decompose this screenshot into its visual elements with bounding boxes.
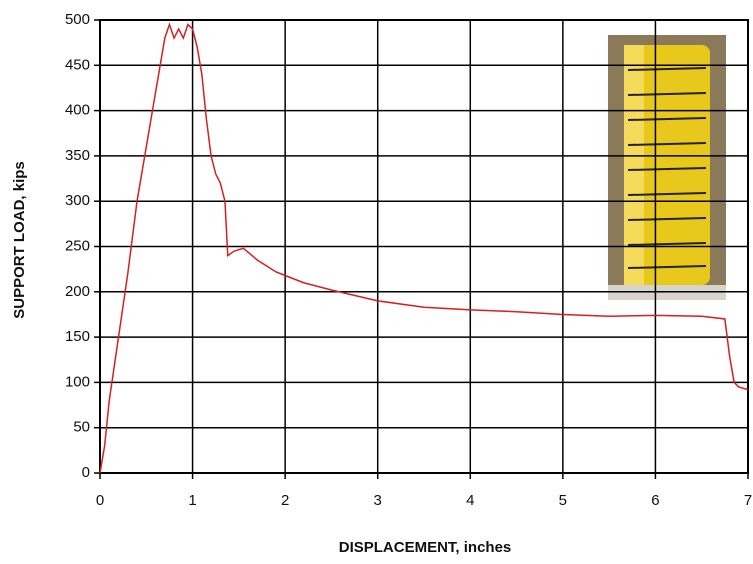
photo-inset — [608, 35, 726, 300]
x-tick-label: 4 — [466, 492, 474, 509]
x-tick-label: 3 — [374, 492, 382, 509]
x-tick-label: 2 — [281, 492, 289, 509]
x-tick-label: 0 — [96, 492, 104, 509]
y-tick-label: 350 — [65, 147, 90, 164]
y-tick-label: 200 — [65, 283, 90, 300]
y-tick-label: 500 — [65, 11, 90, 28]
y-tick-label: 250 — [65, 237, 90, 254]
x-tick-label: 1 — [188, 492, 196, 509]
y-tick-label: 450 — [65, 56, 90, 73]
x-tick-label: 5 — [559, 492, 567, 509]
y-tick-label: 400 — [65, 102, 90, 119]
y-tick-label: 0 — [82, 464, 90, 481]
y-tick-label: 100 — [65, 373, 90, 390]
data-line — [99, 22, 749, 474]
y-tick-label: 50 — [73, 419, 90, 436]
plot-frame — [99, 19, 749, 474]
y-axis-title: SUPPORT LOAD, kips — [11, 161, 28, 319]
x-axis-title: DISPLACEMENT, inches — [339, 539, 512, 556]
y-tick-label: 150 — [65, 328, 90, 345]
y-tick-label: 300 — [65, 192, 90, 209]
x-tick-label: 6 — [651, 492, 659, 509]
x-tick-label: 7 — [744, 492, 752, 509]
